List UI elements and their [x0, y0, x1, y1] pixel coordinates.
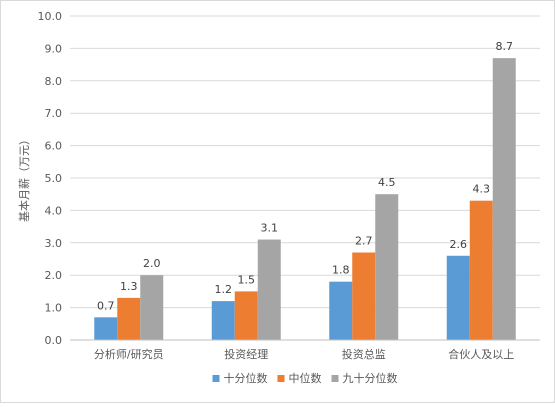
legend-label: 九十分位数 [343, 371, 398, 385]
legend-label: 中位数 [289, 371, 322, 385]
data-label: 2.0 [143, 257, 161, 270]
data-labels: 0.7 1.3 2.0 1.2 1.5 3.1 1.8 2.7 4.5 2.6 4.3 8.7 [97, 40, 513, 312]
data-label: 2.7 [355, 235, 373, 248]
y-tick-label: 2.0 [45, 269, 63, 282]
x-axis-categories: 分析师/研究员 投资经理 投资总监 合伙人及以上 [94, 347, 514, 361]
data-label: 8.7 [496, 40, 514, 53]
y-tick-label: 1.0 [45, 302, 63, 315]
bar [375, 194, 399, 340]
data-label: 0.7 [97, 299, 115, 312]
x-category-label: 投资总监 [342, 347, 386, 361]
bar [446, 255, 470, 340]
y-axis-label: 基本月薪（万元） [17, 134, 31, 222]
x-category-label: 分析师/研究员 [94, 347, 164, 361]
legend-swatch [277, 375, 285, 382]
y-tick-label: 9.0 [45, 42, 63, 55]
bar [352, 252, 376, 340]
x-category-label: 合伙人及以上 [448, 347, 514, 361]
y-tick-label: 3.0 [45, 237, 63, 250]
bar [117, 297, 141, 340]
data-label: 1.5 [238, 273, 256, 286]
bar [469, 200, 493, 340]
data-label: 2.6 [450, 238, 468, 251]
bar [140, 275, 164, 340]
bar [94, 317, 118, 340]
legend-label: 十分位数 [224, 371, 268, 385]
bar [492, 58, 516, 341]
data-label: 4.5 [378, 176, 396, 189]
bar [329, 281, 353, 340]
legend: 十分位数 中位数 九十分位数 [212, 371, 398, 385]
y-tick-label: 0.0 [45, 334, 63, 347]
legend-swatch [331, 375, 339, 382]
bars [94, 58, 516, 341]
y-tick-label: 7.0 [45, 107, 63, 120]
y-tick-label: 10.0 [38, 10, 63, 23]
data-label: 3.1 [261, 222, 279, 235]
legend-swatch [212, 375, 220, 382]
x-category-label: 投资经理 [224, 347, 268, 361]
data-label: 1.2 [215, 283, 233, 296]
bar [211, 301, 235, 340]
data-label: 4.3 [473, 183, 491, 196]
y-tick-label: 6.0 [45, 140, 63, 153]
bar [257, 239, 281, 340]
y-axis-ticks: 0.0 1.0 2.0 3.0 4.0 5.0 6.0 7.0 8.0 9.0 10.0 [38, 10, 63, 347]
y-tick-label: 5.0 [45, 172, 63, 185]
data-label: 1.3 [120, 280, 138, 293]
y-tick-label: 4.0 [45, 204, 63, 217]
bar [234, 291, 258, 340]
y-tick-label: 8.0 [45, 75, 63, 88]
data-label: 1.8 [332, 264, 350, 277]
